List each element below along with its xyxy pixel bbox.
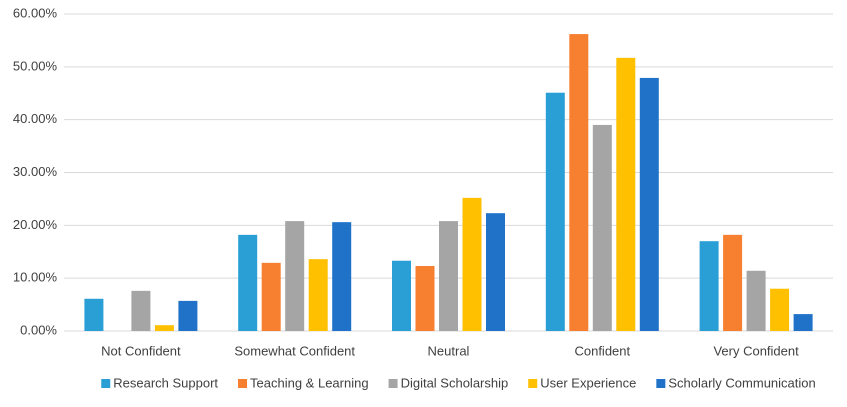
x-tick-label: Confident [574,343,630,358]
bar [699,241,719,331]
bar [154,325,174,331]
bar [569,34,589,332]
legend-swatch [656,379,666,388]
bar [639,77,659,331]
bar [439,221,458,331]
bar [616,57,636,332]
y-tick-label: 50.00% [13,58,58,73]
bar [592,124,612,331]
x-tick-label: Not Confident [101,343,181,358]
y-tick-label: 40.00% [13,111,58,126]
y-tick-label: 10.00% [13,270,58,285]
legend-label: Research Support [113,375,218,390]
y-tick-label: 20.00% [13,217,58,232]
bar [238,234,258,331]
bar [486,213,505,331]
bar [770,288,790,331]
bar [462,197,482,331]
legend-label: Teaching & Learning [250,375,369,390]
y-tick-label: 0.00% [20,322,57,337]
legend-label: Scholarly Communication [668,375,815,390]
bar [178,300,198,331]
bar [84,298,104,331]
bar [308,259,328,331]
bar [392,260,411,331]
bar [285,221,305,331]
bar [131,290,151,331]
x-tick-label: Somewhat Confident [234,343,355,358]
bar [261,262,281,331]
bar [793,314,813,331]
bar [332,222,352,331]
x-tick-label: Neutral [428,343,470,358]
x-tick-label: Very Confident [713,343,799,358]
legend-swatch [101,379,111,388]
legend-swatch [238,379,248,388]
legend-swatch [388,379,398,388]
y-tick-label: 60.00% [13,5,58,20]
legend-label: User Experience [540,375,636,390]
bar [415,266,435,331]
bar [746,270,766,331]
bar [723,234,743,331]
legend-swatch [528,379,538,388]
bar [545,92,565,331]
y-tick-label: 30.00% [13,164,58,179]
legend-label: Digital Scholarship [401,375,509,390]
